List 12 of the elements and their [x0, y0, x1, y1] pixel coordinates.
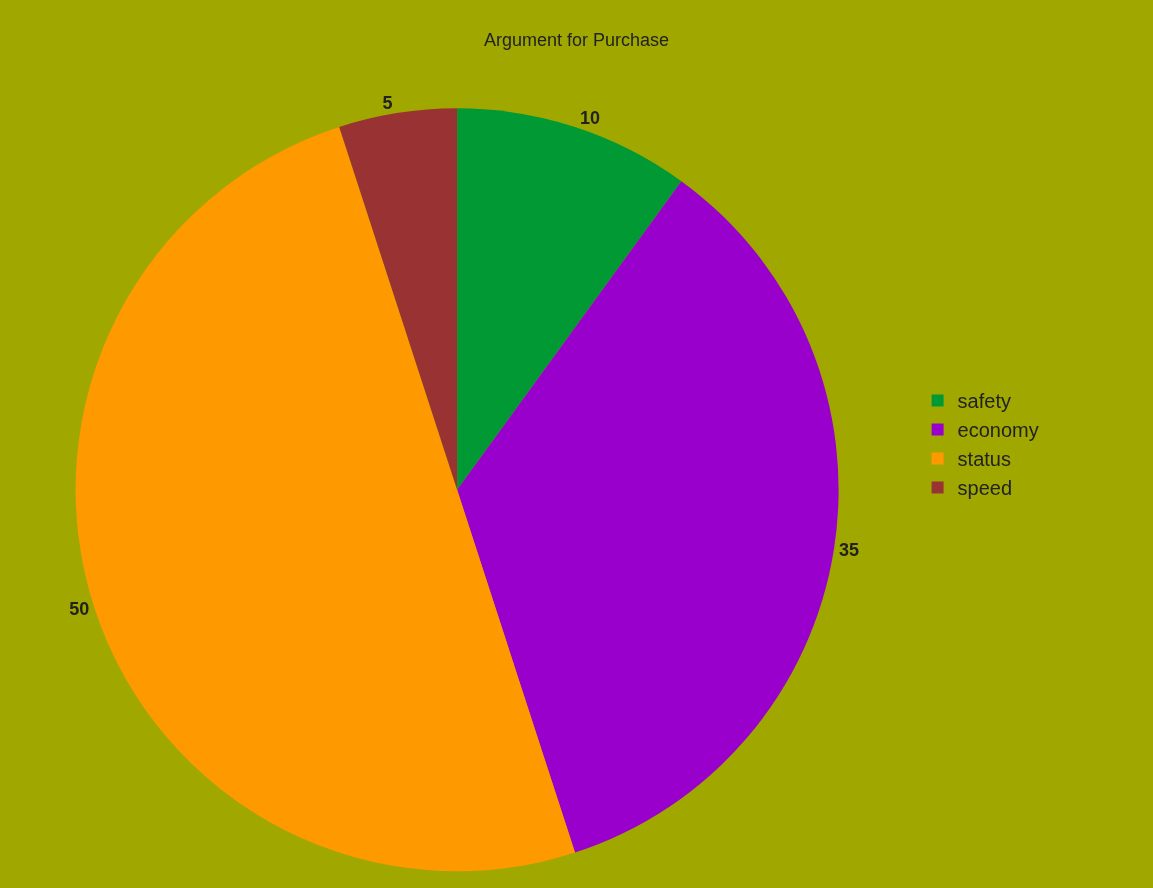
pie-slice [339, 108, 458, 490]
legend-label: status [957, 448, 1011, 471]
pie-slice [457, 108, 682, 490]
chart-title: Argument for Purchase [483, 30, 670, 51]
pie-slice [457, 181, 839, 853]
data-label: 10 [580, 107, 601, 128]
data-label: 5 [382, 93, 393, 114]
data-label: 50 [69, 598, 90, 619]
legend-label: speed [957, 477, 1013, 500]
data-label: 35 [838, 539, 859, 560]
legend-label: economy [957, 419, 1039, 442]
legend-label: safety [957, 390, 1011, 413]
